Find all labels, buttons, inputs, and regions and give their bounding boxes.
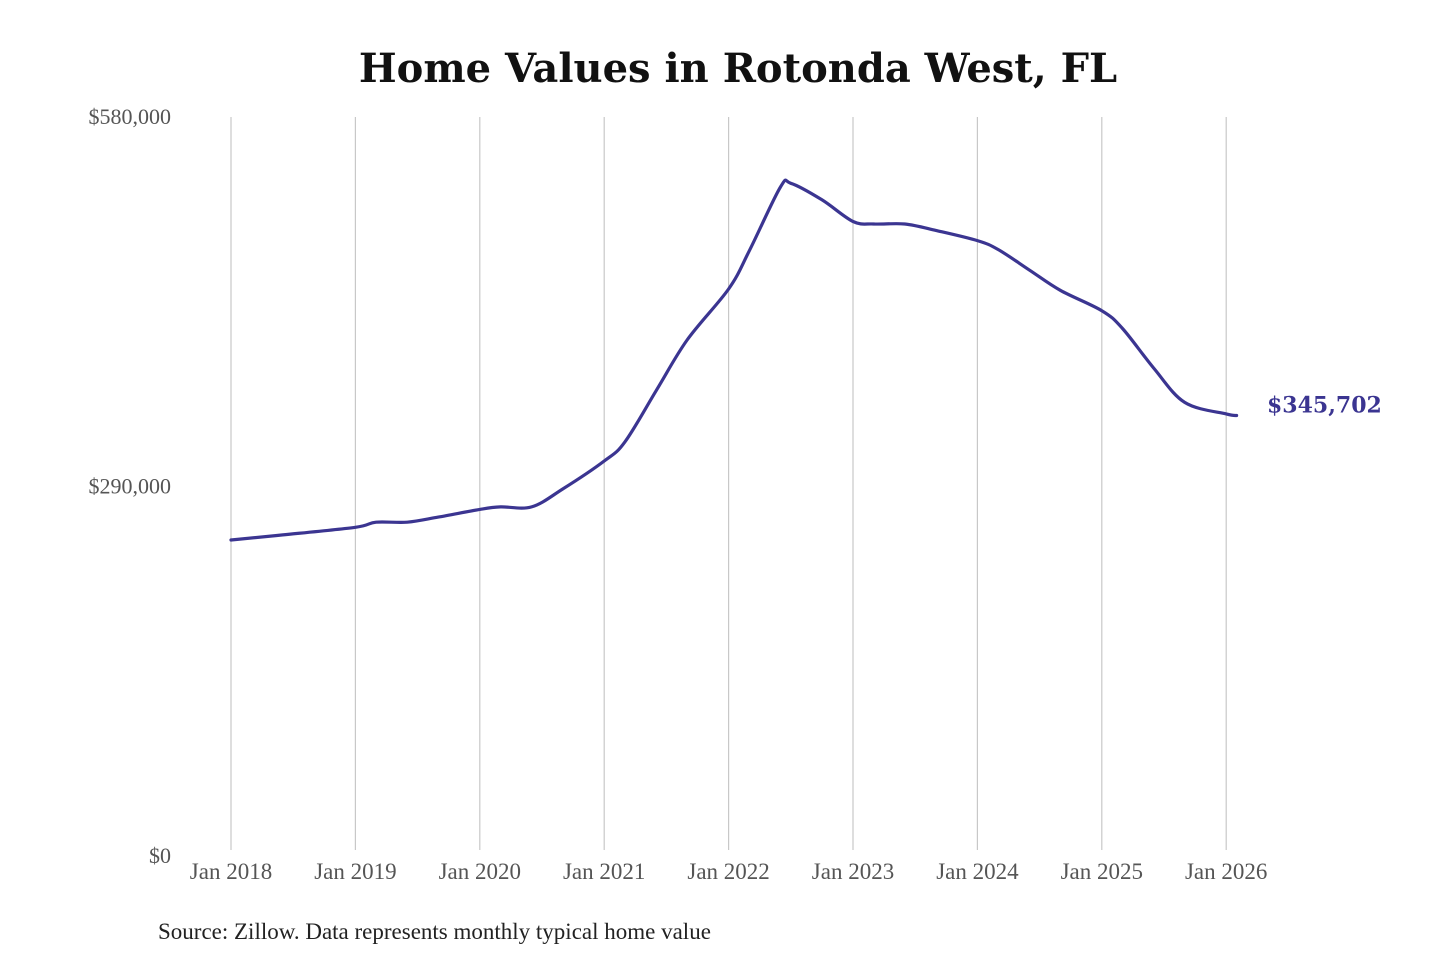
chart-title: Home Values in Rotonda West, FL: [359, 45, 1117, 92]
x-axis-ticks: Jan 2018 Jan 2019 Jan 2020 Jan 2021 Jan 2022…: [190, 859, 1268, 884]
x-tick-label: Jan 2023: [812, 859, 894, 884]
y-tick-label: $580,000: [89, 104, 172, 129]
x-tick-label: Jan 2024: [936, 859, 1019, 884]
y-tick-label: $290,000: [89, 474, 172, 499]
x-tick-label: Jan 2019: [314, 859, 396, 884]
home-value-line: [229, 178, 1239, 542]
x-tick-label: Jan 2025: [1061, 859, 1143, 884]
y-tick-label: $0: [149, 843, 171, 868]
latest-value-label: $345,702: [1267, 393, 1382, 419]
x-tick-label: Jan 2022: [687, 859, 769, 884]
x-tick-label: Jan 2018: [190, 859, 272, 884]
x-tick-label: Jan 2020: [439, 859, 521, 884]
gridlines: [230, 117, 1227, 850]
x-tick-label: Jan 2026: [1185, 859, 1267, 884]
x-tick-label: Jan 2021: [563, 859, 645, 884]
source-note: Source: Zillow. Data represents monthly …: [158, 919, 711, 944]
y-axis-ticks: $0 $290,000 $580,000: [89, 104, 172, 868]
